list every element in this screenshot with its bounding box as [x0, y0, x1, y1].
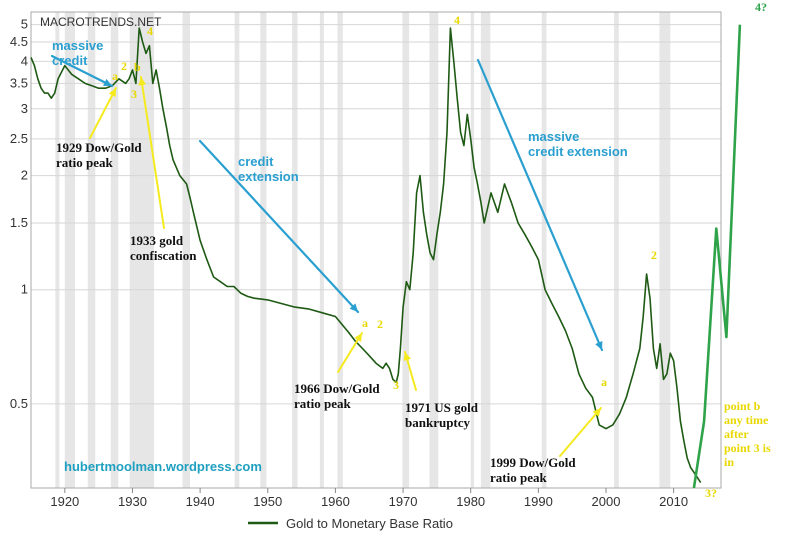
label-1999-dow-gold: 1999 Dow/Gold ratio peak — [490, 455, 576, 485]
wave-label: 4 — [147, 24, 153, 38]
y-tick-label: 2.5 — [10, 131, 28, 146]
recession-band — [480, 12, 491, 488]
arrow-massive-credit-extension — [476, 58, 604, 352]
x-tick-label: 1930 — [118, 494, 147, 509]
x-tick-label: 2000 — [592, 494, 621, 509]
recession-band — [129, 12, 155, 488]
arrow-1933-confiscation — [140, 76, 165, 229]
label-1929-dow-gold: 1929 Dow/Gold ratio peak — [56, 140, 142, 170]
y-tick-label: 1.5 — [10, 215, 28, 230]
y-tick-label: 4 — [21, 53, 28, 68]
arrow-1929-peak — [89, 87, 117, 139]
wave-label: 2 — [121, 59, 127, 73]
wave-label-projection: 4? — [755, 0, 767, 14]
arrow-credit-extension — [198, 139, 360, 314]
y-tick-label: 4.5 — [10, 34, 28, 49]
recession-band — [470, 12, 475, 488]
x-tick-label: 1960 — [321, 494, 350, 509]
x-tick-label: 1940 — [186, 494, 215, 509]
arrow-1999-peak-head — [592, 408, 601, 417]
recession-band — [182, 12, 190, 488]
y-tick-label: 0.5 — [10, 396, 28, 411]
x-tick-label: 2010 — [659, 494, 688, 509]
annotation-labels: massive credit credit extension massive credi… — [52, 0, 771, 500]
label-massive-credit-extension: massive credit extension — [528, 129, 628, 159]
recession-band — [234, 12, 240, 488]
recession-band — [260, 12, 267, 488]
arrow-1971-bankruptcy-head — [403, 352, 411, 361]
arrow-1999-peak — [559, 407, 602, 457]
recession-band — [659, 12, 671, 488]
x-tick-label: 1990 — [524, 494, 553, 509]
wave-label: a — [112, 69, 118, 83]
wave-label: b — [134, 60, 141, 74]
plot-frame — [30, 11, 722, 489]
x-tick-label: 1920 — [50, 494, 79, 509]
recession-band — [429, 12, 439, 488]
label-1966-dow-gold: 1966 Dow/Gold ratio peak — [294, 381, 380, 411]
arrow-credit-extension-head — [349, 303, 358, 312]
x-axis-ticks: 1920 1930 1940 1950 1960 1970 1980 1990 2000 2010 — [50, 488, 688, 509]
y-tick-label: 5 — [21, 17, 28, 32]
wave-label: 3 — [393, 378, 399, 392]
wave-label: 3 — [131, 87, 137, 101]
wave-label: 4 — [454, 13, 460, 27]
arrow-1966-peak-head — [354, 333, 362, 342]
recession-band — [87, 12, 96, 488]
annotation-arrows — [50, 54, 604, 457]
series-line-projection — [692, 24, 742, 489]
recession-band — [402, 12, 410, 488]
watermark: MACROTRENDS.NET — [40, 15, 162, 29]
recession-band — [614, 12, 619, 488]
wave-label: 3? — [705, 486, 717, 500]
y-tick-label: 2 — [21, 168, 28, 183]
label-point-b-note: point b any time after point 3 is in — [724, 399, 771, 469]
y-tick-label: 3.5 — [10, 75, 28, 90]
wave-label: a — [601, 375, 607, 389]
wave-label: 2 — [377, 317, 383, 331]
recession-band — [541, 12, 547, 488]
label-1971-bankruptcy: 1971 US gold bankruptcy — [405, 400, 479, 430]
recession-band — [55, 12, 60, 488]
arrow-1929-peak-head — [108, 88, 116, 97]
series-line-gold-monetary-base — [30, 27, 702, 484]
label-1933-confiscation: 1933 gold confiscation — [130, 233, 197, 263]
recession-band — [64, 12, 75, 488]
y-tick-label: 1 — [21, 282, 28, 297]
source-site: hubertmoolman.wordpress.com — [64, 459, 262, 474]
y-axis-ticks: 0.5 1 1.5 2 2.5 3 3.5 4 4.5 5 — [10, 17, 28, 411]
recession-band — [337, 12, 343, 488]
x-tick-label: 1980 — [456, 494, 485, 509]
recession-band — [319, 12, 324, 488]
legend-label: Gold to Monetary Base Ratio — [286, 516, 453, 531]
label-credit-extension: credit extension — [238, 154, 299, 184]
recession-band — [292, 12, 298, 488]
arrow-massive-credit-head — [103, 78, 112, 86]
recession-band — [110, 12, 119, 488]
arrow-1933-confiscation-head — [138, 77, 147, 86]
y-tick-label: 3 — [21, 101, 28, 116]
arrow-massive-credit-extension-head — [595, 341, 603, 350]
wave-label: 2 — [651, 248, 657, 262]
x-tick-label: 1950 — [253, 494, 282, 509]
recession-bands — [55, 12, 671, 488]
arrow-massive-credit — [50, 54, 114, 88]
x-tick-label: 1970 — [389, 494, 418, 509]
legend: Gold to Monetary Base Ratio — [248, 516, 453, 531]
wave-label: a — [362, 316, 368, 330]
label-massive-credit: massive credit — [52, 38, 103, 68]
